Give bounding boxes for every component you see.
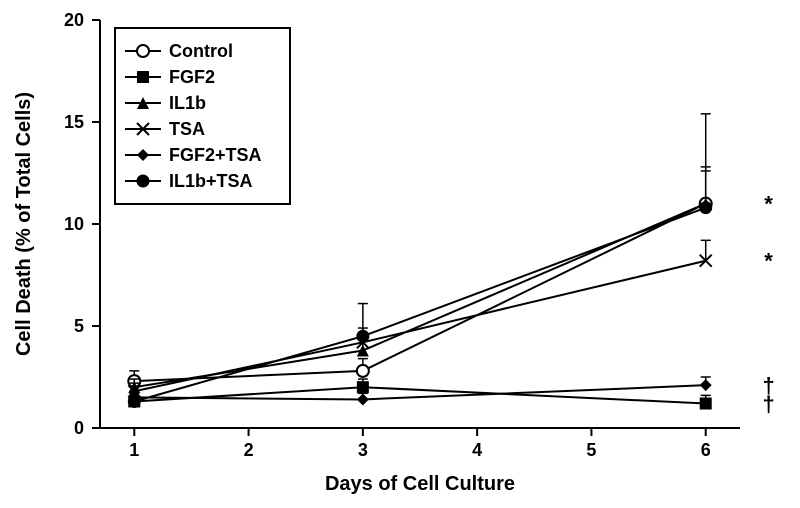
marker-circle-filled [128, 395, 140, 407]
marker-circle-filled [137, 175, 149, 187]
annotation-0: * [764, 192, 773, 217]
marker-square-filled [700, 398, 712, 410]
annotation-3: † [762, 392, 774, 417]
svg-text:2: 2 [244, 440, 254, 460]
svg-text:1: 1 [129, 440, 139, 460]
svg-text:6: 6 [701, 440, 711, 460]
svg-text:5: 5 [586, 440, 596, 460]
legend-label-0: Control [169, 41, 233, 61]
marker-circle-filled [357, 330, 369, 342]
legend-label-5: IL1b+TSA [169, 171, 253, 191]
marker-circle-filled [700, 202, 712, 214]
legend-label-1: FGF2 [169, 67, 215, 87]
legend-label-3: TSA [169, 119, 205, 139]
svg-text:0: 0 [74, 418, 84, 438]
svg-text:4: 4 [472, 440, 482, 460]
chart-svg: 1 2 3 4 5 6 0 5 10 15 20 Days of Cell Culture Cell D… [0, 0, 800, 508]
marker-square-filled [357, 381, 369, 393]
marker-square-filled [137, 71, 149, 83]
legend-label-4: FGF2+TSA [169, 145, 262, 165]
legend-label-2: IL1b [169, 93, 206, 113]
cell-death-chart: 1 2 3 4 5 6 0 5 10 15 20 Days of Cell Culture Cell D… [0, 0, 800, 508]
svg-text:15: 15 [64, 112, 84, 132]
svg-text:10: 10 [64, 214, 84, 234]
svg-text:5: 5 [74, 316, 84, 336]
annotation-1: * [764, 249, 773, 274]
marker-circle-open [357, 365, 369, 377]
svg-text:3: 3 [358, 440, 368, 460]
y-axis-label: Cell Death (% of Total Cells) [13, 92, 35, 356]
svg-text:20: 20 [64, 10, 84, 30]
marker-circle-open [137, 45, 149, 57]
x-axis-label: Days of Cell Culture [325, 473, 515, 495]
